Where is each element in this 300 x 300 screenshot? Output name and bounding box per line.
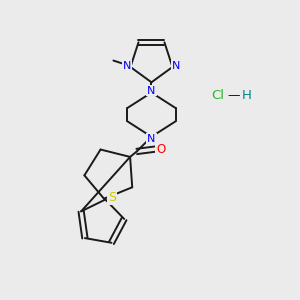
Text: —: —: [228, 89, 240, 102]
Text: N: N: [147, 85, 156, 95]
Text: H: H: [242, 89, 252, 102]
Text: N: N: [122, 61, 131, 71]
Text: S: S: [108, 191, 116, 204]
Text: N: N: [172, 61, 181, 71]
Text: O: O: [156, 142, 166, 156]
Text: Cl: Cl: [211, 89, 224, 102]
Text: N: N: [147, 134, 156, 144]
